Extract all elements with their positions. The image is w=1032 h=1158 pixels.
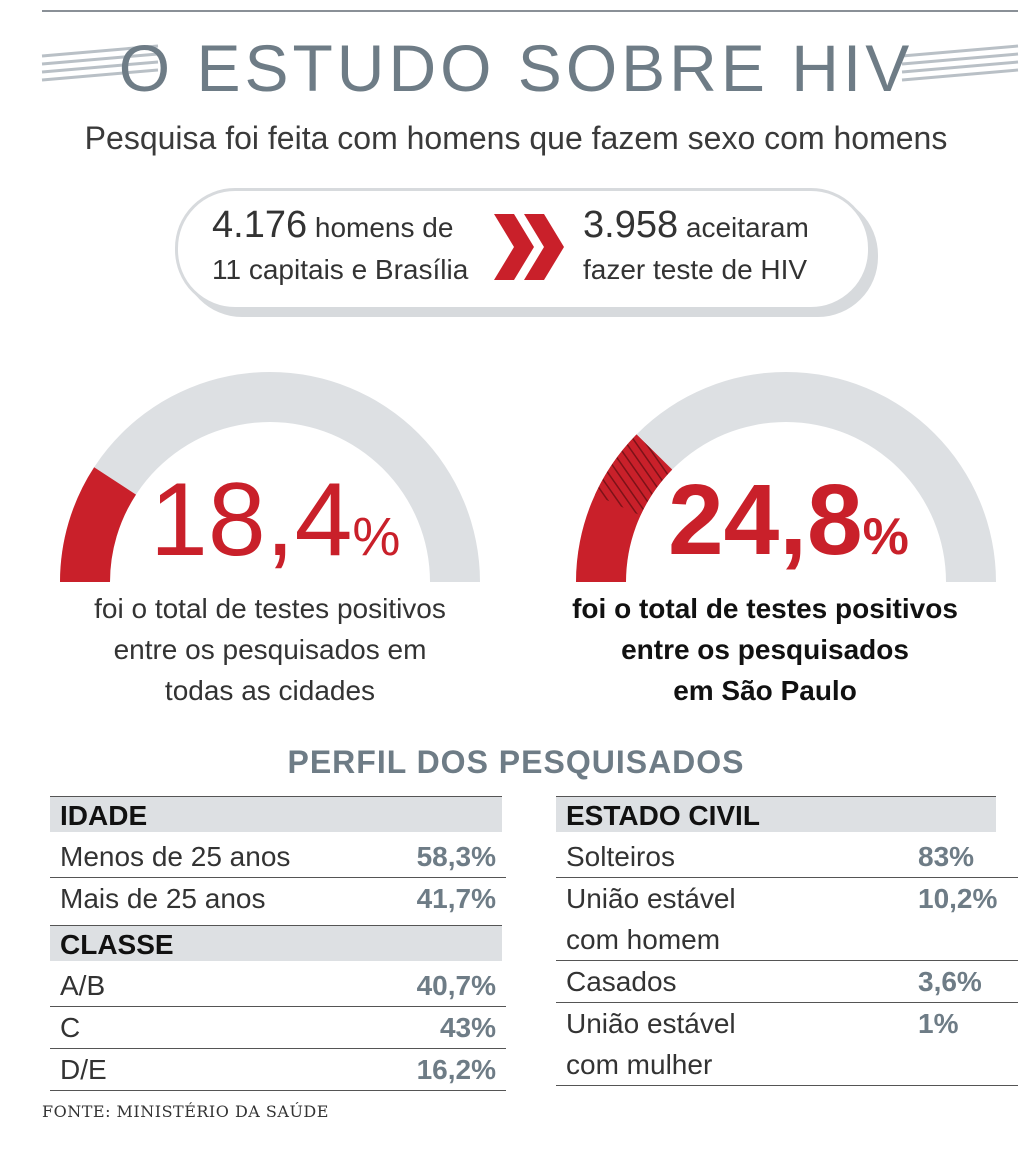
gauge-all-cities bbox=[60, 372, 480, 582]
row-label: D/E bbox=[60, 1054, 107, 1085]
profile-table-left: IDADE Menos de 25 anos 58,3% Mais de 25 … bbox=[50, 796, 506, 1091]
percent-sao-paulo-unit: % bbox=[862, 508, 909, 566]
row-label: A/B bbox=[60, 970, 106, 1001]
percent-all-cities-value: 18,4 bbox=[150, 462, 353, 578]
row-value: 10,2% bbox=[918, 883, 998, 914]
percent-all-cities: 18,4% bbox=[150, 460, 400, 597]
gauge-fill-hatched bbox=[594, 434, 673, 516]
table-row: Mais de 25 anos 41,7% bbox=[50, 878, 506, 919]
section-header-class: CLASSE bbox=[50, 925, 502, 961]
tests-accepted-text-1: aceitaram bbox=[685, 212, 809, 243]
row-label: Casados bbox=[566, 966, 677, 997]
tests-accepted-text-2: fazer teste de HIV bbox=[583, 254, 808, 285]
table-row: União estável com mulher 1% bbox=[556, 1003, 1018, 1086]
percent-sao-paulo: 24,8% bbox=[668, 460, 928, 597]
gauge-fill bbox=[60, 467, 136, 582]
profile-title: PERFIL DOS PESQUISADOS bbox=[287, 744, 745, 780]
gauge-track bbox=[576, 372, 996, 582]
row-value: 41,7% bbox=[416, 883, 496, 914]
tests-accepted-number: 3.958 bbox=[583, 204, 679, 246]
table-row: União estável com homem 10,2% bbox=[556, 878, 1018, 961]
gauge-track bbox=[60, 372, 480, 582]
tests-accepted-stat: 3.958 aceitaram fazer teste de HIV bbox=[583, 204, 809, 291]
percent-sao-paulo-value: 24,8 bbox=[668, 464, 863, 576]
row-label: União estável bbox=[566, 1008, 736, 1039]
caption-line: foi o total de testes positivos bbox=[572, 593, 958, 624]
men-surveyed-text-1: homens de bbox=[314, 212, 454, 243]
decorative-stripes-left bbox=[41, 44, 159, 82]
caption-line: entre os pesquisados em bbox=[113, 634, 427, 665]
gauge-sao-paulo bbox=[576, 372, 996, 582]
page-subtitle: Pesquisa foi feita com homens que fazem … bbox=[84, 120, 948, 156]
caption-line: foi o total de testes positivos bbox=[94, 593, 446, 624]
row-value: 40,7% bbox=[416, 970, 496, 1001]
caption-line: todas as cidades bbox=[164, 675, 376, 706]
row-label: União estável bbox=[566, 883, 736, 914]
row-label: Solteiros bbox=[566, 841, 675, 872]
table-row: A/B 40,7% bbox=[50, 965, 506, 1007]
row-value: 1% bbox=[918, 1008, 959, 1039]
table-row: Casados 3,6% bbox=[556, 961, 1018, 1003]
page-title: O ESTUDO SOBRE HIV bbox=[118, 31, 914, 105]
double-chevron-right-icon bbox=[494, 214, 564, 280]
row-value: 16,2% bbox=[416, 1054, 496, 1085]
table-row: Menos de 25 anos 58,3% bbox=[50, 836, 506, 878]
percent-all-cities-unit: % bbox=[352, 507, 401, 567]
top-rule bbox=[42, 10, 1018, 12]
table-row: Solteiros 83% bbox=[556, 836, 1018, 878]
row-label-line-2: com homem bbox=[566, 924, 721, 955]
row-label: C bbox=[60, 1012, 81, 1043]
row-value: 58,3% bbox=[416, 841, 496, 872]
table-row: D/E 16,2% bbox=[50, 1049, 506, 1091]
row-value: 3,6% bbox=[918, 966, 982, 997]
row-value: 43% bbox=[439, 1012, 496, 1043]
men-surveyed-stat: 4.176 homens de 11 capitais e Brasília bbox=[212, 204, 468, 291]
row-label: Mais de 25 anos bbox=[60, 883, 266, 914]
row-label-line-2: com mulher bbox=[566, 1049, 713, 1080]
source-note: FONTE: MINISTÉRIO DA SAÚDE bbox=[42, 1102, 329, 1121]
section-header-age: IDADE bbox=[50, 796, 502, 832]
caption-all-cities: foi o total de testes positivos entre os… bbox=[60, 588, 480, 711]
table-row: C 43% bbox=[50, 1007, 506, 1049]
caption-line: entre os pesquisados bbox=[621, 634, 909, 665]
section-header-marital-status: ESTADO CIVIL bbox=[556, 796, 996, 832]
profile-table-right: ESTADO CIVIL Solteiros 83% União estável… bbox=[556, 796, 1018, 1086]
men-surveyed-text-2: 11 capitais e Brasília bbox=[212, 254, 469, 285]
caption-sao-paulo: foi o total de testes positivos entre os… bbox=[555, 588, 975, 711]
caption-line: em São Paulo bbox=[673, 675, 857, 706]
men-surveyed-number: 4.176 bbox=[212, 204, 308, 246]
row-label: Menos de 25 anos bbox=[60, 841, 291, 872]
row-value: 83% bbox=[918, 841, 975, 872]
decorative-stripes-right bbox=[901, 44, 1019, 82]
